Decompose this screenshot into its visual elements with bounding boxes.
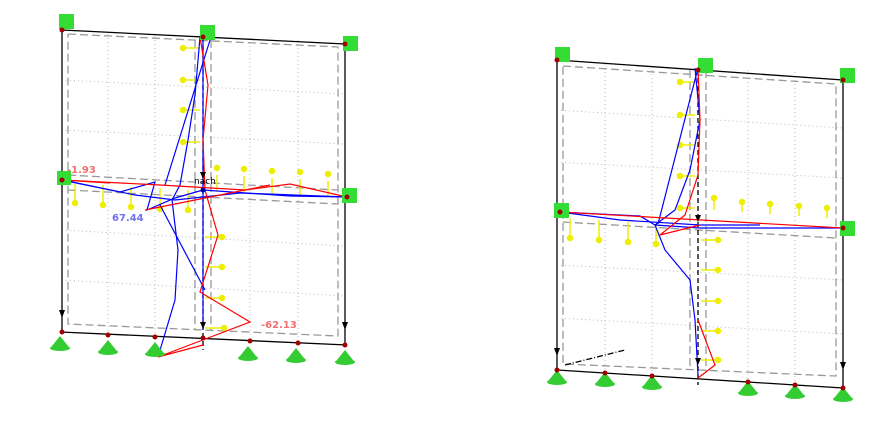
value-label-top-left: -1.93 bbox=[67, 165, 96, 176]
node-label: nach bbox=[194, 177, 216, 187]
support-node[interactable] bbox=[59, 14, 74, 29]
right-frame bbox=[547, 47, 855, 402]
nodes bbox=[59, 27, 350, 348]
value-label-bottom: -62.13 bbox=[261, 320, 297, 331]
support-node[interactable] bbox=[698, 58, 713, 73]
supports-bottom bbox=[50, 336, 355, 365]
support-node[interactable] bbox=[343, 36, 358, 51]
support-node[interactable] bbox=[342, 188, 357, 203]
grid bbox=[61, 34, 346, 344]
value-label-left: 67.44 bbox=[112, 213, 144, 224]
support-node[interactable] bbox=[840, 221, 855, 236]
arrowheads bbox=[59, 172, 348, 330]
moment-diagram-blue bbox=[61, 36, 348, 358]
left-frame: -1.93 67.44 -62.13 nach bbox=[50, 14, 358, 365]
